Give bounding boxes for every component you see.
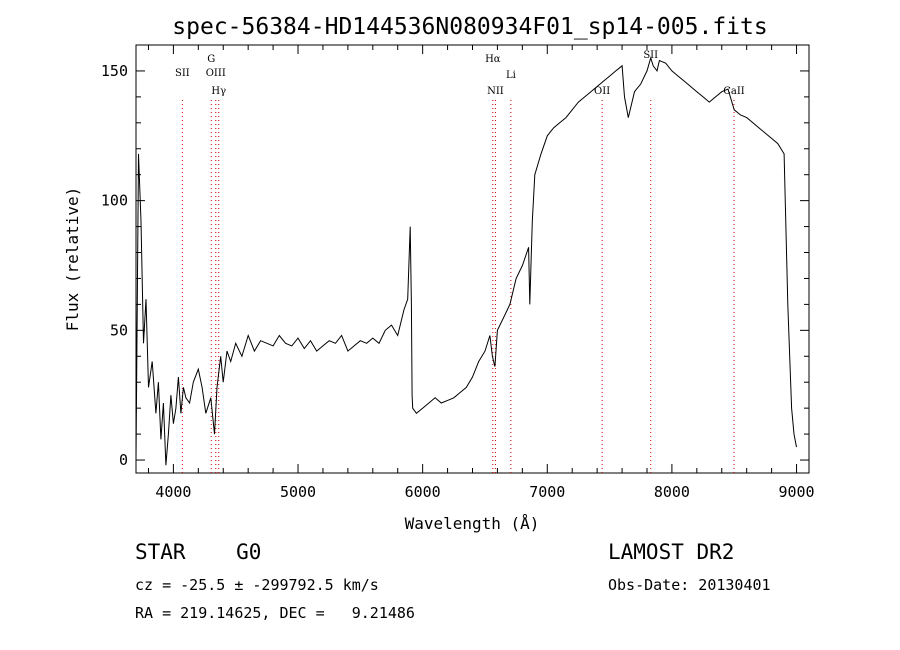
x-tick-label: 9000 (778, 483, 814, 501)
x-tick-label: 8000 (654, 483, 690, 501)
x-axis-ticks: 4000 5000 6000 7000 8000 9000 (147, 45, 815, 501)
x-tick-label: 5000 (280, 483, 316, 501)
spectral-line-label: OIII (206, 68, 226, 79)
x-tick-label: 7000 (529, 483, 565, 501)
spectrum-line (135, 56, 797, 466)
y-tick-label: 100 (101, 192, 128, 210)
y-tick-label: 0 (119, 451, 128, 469)
chart-title: spec-56384-HD144536N080934F01_sp14-005.f… (172, 14, 767, 40)
spectral-line-label: Li (506, 70, 516, 81)
object-class: STAR G0 (135, 540, 262, 564)
spectral-line-label: Hα (485, 54, 501, 65)
spectral-line-label: SII (175, 68, 190, 79)
x-tick-label: 6000 (405, 483, 441, 501)
x-axis-label: Wavelength (Å) (405, 514, 540, 533)
y-tick-label: 50 (110, 321, 128, 339)
redshift-cz: cz = -25.5 ± -299792.5 km/s (135, 576, 379, 594)
spectral-line-label: NII (487, 86, 504, 97)
ra-dec-coordinates: RA = 219.14625, DEC = 9.21486 (135, 604, 415, 622)
y-tick-label: 150 (101, 62, 128, 80)
plot-frame (135, 44, 810, 474)
spectral-line-label: G (207, 54, 215, 65)
spectral-line-label: SII (643, 50, 658, 61)
spectral-line-label: OII (594, 86, 610, 97)
y-axis-ticks: 0 50 100 150 (101, 62, 809, 469)
spectral-line-label: Hγ (211, 86, 226, 97)
x-tick-label: 4000 (155, 483, 191, 501)
spectrum-series (135, 56, 797, 466)
observation-date: Obs-Date: 20130401 (608, 576, 771, 594)
survey-name: LAMOST DR2 (608, 540, 735, 564)
spectral-line-label: CaII (723, 86, 745, 97)
y-axis-label: Flux (relative) (63, 187, 82, 332)
